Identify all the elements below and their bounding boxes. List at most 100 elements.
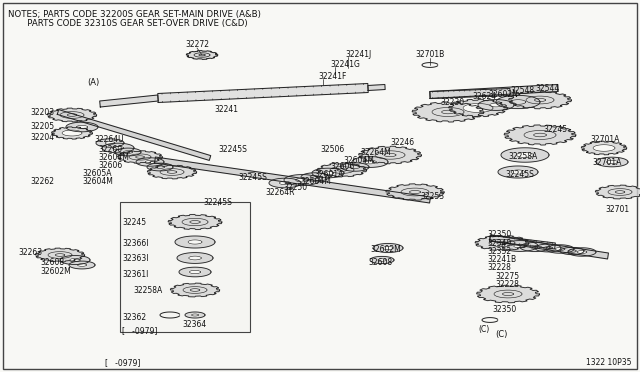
Text: NOTES; PARTS CODE 32200S GEAR SET-MAIN DRIVE (A&B): NOTES; PARTS CODE 32200S GEAR SET-MAIN D… [8, 10, 261, 19]
Polygon shape [581, 141, 627, 155]
Polygon shape [490, 235, 609, 259]
Text: [   -0979]: [ -0979] [105, 358, 140, 367]
Polygon shape [52, 127, 92, 139]
Polygon shape [147, 165, 196, 179]
Polygon shape [352, 157, 388, 167]
Polygon shape [155, 157, 431, 203]
Text: 32608: 32608 [368, 258, 392, 267]
Polygon shape [386, 184, 444, 200]
Text: 32349: 32349 [487, 239, 511, 248]
Polygon shape [175, 236, 215, 248]
Text: 32602N: 32602N [488, 90, 518, 99]
Polygon shape [179, 267, 211, 277]
Polygon shape [35, 248, 84, 262]
Polygon shape [568, 250, 576, 252]
Polygon shape [100, 95, 158, 107]
Text: 32203: 32203 [30, 108, 54, 117]
Text: 32258A: 32258A [508, 152, 537, 161]
Text: 32241F: 32241F [318, 72, 346, 81]
Text: PARTS CODE 32310S GEAR SET-OVER DRIVE (C&D): PARTS CODE 32310S GEAR SET-OVER DRIVE (C… [8, 19, 248, 28]
Text: 32264M: 32264M [360, 148, 391, 157]
Text: 32245: 32245 [543, 125, 567, 134]
Polygon shape [47, 108, 97, 122]
Text: 32506: 32506 [320, 145, 344, 154]
Polygon shape [102, 143, 134, 153]
Polygon shape [269, 178, 301, 188]
Text: 32605A: 32605A [82, 169, 111, 178]
Polygon shape [463, 103, 493, 112]
Text: 32350: 32350 [487, 230, 511, 239]
Text: 32364: 32364 [182, 320, 206, 329]
Text: 32245S: 32245S [505, 170, 534, 179]
Text: 32246: 32246 [390, 138, 414, 147]
Polygon shape [118, 151, 163, 163]
Polygon shape [490, 103, 502, 107]
Polygon shape [323, 171, 333, 175]
Text: 32350: 32350 [492, 305, 516, 314]
Text: 32272: 32272 [185, 40, 209, 49]
Text: 32352: 32352 [487, 247, 511, 256]
Polygon shape [158, 83, 368, 103]
Text: 32230: 32230 [440, 98, 464, 107]
Text: 32361I: 32361I [122, 270, 148, 279]
Polygon shape [296, 178, 308, 182]
Polygon shape [156, 166, 164, 169]
Polygon shape [475, 235, 529, 250]
Polygon shape [501, 148, 549, 162]
Text: 32548: 32548 [510, 86, 534, 95]
Text: 32604M: 32604M [343, 156, 374, 165]
Text: 32701A: 32701A [590, 135, 620, 144]
Polygon shape [373, 244, 403, 253]
Polygon shape [312, 168, 344, 178]
Polygon shape [115, 148, 141, 156]
Polygon shape [535, 244, 561, 252]
Polygon shape [368, 84, 385, 90]
Polygon shape [504, 125, 576, 145]
Polygon shape [430, 84, 558, 99]
Text: 32262: 32262 [30, 177, 54, 186]
Text: 32228: 32228 [487, 263, 511, 272]
Polygon shape [520, 243, 550, 251]
Text: 32608: 32608 [40, 258, 64, 267]
Text: 32241: 32241 [214, 105, 238, 114]
Text: 32263: 32263 [18, 248, 42, 257]
Text: 32250: 32250 [283, 183, 307, 192]
Polygon shape [595, 185, 640, 199]
Polygon shape [510, 100, 525, 104]
Polygon shape [301, 173, 329, 181]
Text: 32701B: 32701B [415, 50, 444, 59]
Polygon shape [168, 215, 222, 230]
Text: (A): (A) [87, 78, 99, 87]
Text: (C): (C) [478, 325, 489, 334]
Polygon shape [186, 51, 218, 60]
Text: 32362: 32362 [122, 313, 146, 322]
Polygon shape [358, 146, 421, 164]
Polygon shape [577, 250, 587, 253]
Text: 1322 10P35: 1322 10P35 [586, 358, 632, 367]
Polygon shape [189, 256, 202, 260]
Polygon shape [546, 245, 574, 253]
Polygon shape [412, 102, 484, 122]
Text: 32245S: 32245S [204, 198, 232, 207]
Polygon shape [496, 95, 540, 109]
Polygon shape [596, 157, 628, 167]
Polygon shape [370, 256, 394, 264]
Text: 32701A: 32701A [592, 158, 621, 167]
Polygon shape [555, 247, 565, 250]
Polygon shape [502, 241, 538, 251]
Polygon shape [69, 261, 95, 269]
Polygon shape [170, 283, 220, 297]
Text: 32241G: 32241G [330, 60, 360, 69]
Text: 32604M: 32604M [300, 177, 331, 186]
Text: 32604M: 32604M [98, 153, 129, 162]
Polygon shape [189, 270, 200, 274]
Text: 32544: 32544 [535, 84, 559, 93]
Polygon shape [509, 91, 572, 109]
Text: 32606: 32606 [98, 161, 122, 170]
Polygon shape [607, 160, 618, 164]
Polygon shape [341, 163, 369, 171]
Text: (C): (C) [495, 330, 508, 339]
Polygon shape [136, 158, 164, 166]
Polygon shape [364, 160, 376, 164]
Text: 32264U: 32264U [94, 135, 124, 144]
